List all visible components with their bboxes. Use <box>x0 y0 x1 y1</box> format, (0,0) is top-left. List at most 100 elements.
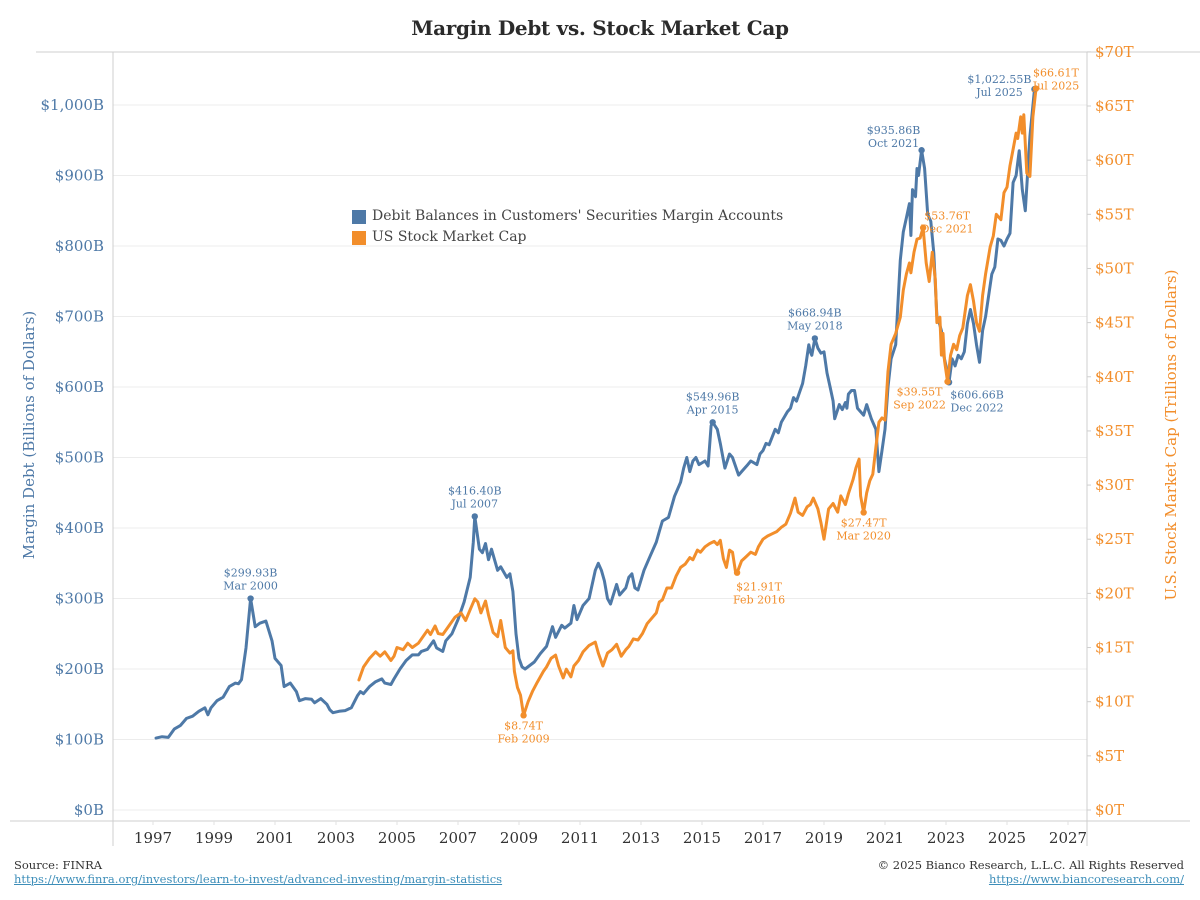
annotation-marker <box>918 147 925 154</box>
x-tick-label: 2015 <box>683 829 721 847</box>
x-tick-label: 1997 <box>134 829 172 847</box>
left-tick-label: $0B <box>74 801 104 819</box>
annotation-date: Jul 2025 <box>975 86 1023 99</box>
legend: Debit Balances in Customers' Securities … <box>352 206 783 248</box>
x-axis-ticks: 1997 1999 2001 2003 2005 2007 2009 2011 2013 2015… <box>134 821 1087 847</box>
x-tick-label: 2011 <box>561 829 599 847</box>
right-tick-label: $50T <box>1095 259 1134 277</box>
chart-title: Margin Debt vs. Stock Market Cap <box>411 16 789 40</box>
left-tick-label: $500B <box>55 449 104 467</box>
annotation-value: $299.93B <box>224 567 278 580</box>
x-tick-label: 2021 <box>866 829 904 847</box>
left-tick-label: $200B <box>55 660 104 678</box>
annotation-marker <box>520 712 527 719</box>
annotation-date: Feb 2009 <box>498 732 550 745</box>
annotation-value: $416.40B <box>448 484 502 497</box>
annotation-marker <box>733 569 741 576</box>
right-tick-label: $30T <box>1095 476 1134 494</box>
annotation-date: Dec 2021 <box>921 223 974 236</box>
source-link[interactable]: https://www.finra.org/investors/learn-to… <box>14 872 503 886</box>
right-tick-label: $65T <box>1095 97 1134 115</box>
x-tick-label: 2007 <box>439 829 477 847</box>
legend-item-margin-debt[interactable]: Debit Balances in Customers' Securities … <box>352 206 783 227</box>
site-link[interactable]: https://www.biancoresearch.com/ <box>988 872 1184 886</box>
right-tick-label: $25T <box>1095 530 1134 548</box>
annotation-value: $549.96B <box>686 390 740 403</box>
margin-debt-line <box>154 87 1036 740</box>
right-tick-label: $60T <box>1095 151 1134 169</box>
annotation-marker <box>709 419 716 426</box>
annotation-date: Mar 2000 <box>223 580 278 593</box>
annotation-value: $606.66B <box>950 388 1004 401</box>
x-tick-label: 2005 <box>378 829 416 847</box>
annotation-date: Dec 2022 <box>951 401 1004 414</box>
x-tick-label: 2025 <box>988 829 1026 847</box>
annotation-date: Jul 2025 <box>1032 80 1080 93</box>
left-tick-label: $300B <box>55 590 104 608</box>
left-tick-label: $700B <box>55 308 104 326</box>
legend-label-market-cap: US Stock Market Cap <box>372 229 527 245</box>
annotation-marker <box>1032 85 1040 92</box>
x-tick-label: 2017 <box>744 829 782 847</box>
annotation-marker <box>811 335 819 342</box>
annotation-date: Feb 2016 <box>733 594 785 607</box>
right-tick-label: $55T <box>1095 205 1134 223</box>
annotation-value: $935.86B <box>867 124 921 137</box>
right-tick-label: $20T <box>1095 584 1134 602</box>
market-cap-line <box>357 87 1038 717</box>
x-tick-label: 2023 <box>927 829 965 847</box>
series-lines <box>154 87 1038 740</box>
legend-item-market-cap[interactable]: US Stock Market Cap <box>352 227 783 248</box>
left-axis-ticks: $0B $100B $200B $300B $400B $500B $600B $700B $8… <box>40 96 104 819</box>
annotation-value: $53.76T <box>924 210 970 223</box>
annotation-value: $668.94B <box>788 306 842 319</box>
right-tick-label: $35T <box>1095 422 1134 440</box>
right-tick-label: $10T <box>1095 693 1134 711</box>
legend-swatch-margin-debt <box>352 209 366 224</box>
x-tick-label: 1999 <box>195 829 233 847</box>
left-tick-label: $400B <box>55 519 104 537</box>
x-tick-label: 2027 <box>1049 829 1087 847</box>
left-tick-label: $100B <box>55 731 104 749</box>
annotation-marker <box>944 378 951 385</box>
footer-source: Source: FINRA https://www.finra.org/inve… <box>14 858 502 886</box>
source-label: Source: FINRA <box>14 858 103 872</box>
annotation-value: $21.91T <box>736 581 782 594</box>
annotation-date: Apr 2015 <box>686 403 739 416</box>
annotation-date: May 2018 <box>787 319 843 332</box>
annotation-date: Jul 2007 <box>451 497 499 510</box>
x-tick-label: 2013 <box>622 829 660 847</box>
annotation-marker <box>919 224 927 231</box>
annotation-marker <box>471 513 478 520</box>
footer-copyright: © 2025 Bianco Research, L.L.C. All Right… <box>878 858 1184 886</box>
right-tick-label: $40T <box>1095 368 1134 386</box>
x-tick-label: 2019 <box>805 829 843 847</box>
annotation-marker <box>247 595 254 602</box>
x-tick-label: 2009 <box>500 829 538 847</box>
annotation-marker <box>860 509 867 516</box>
copyright-label: © 2025 Bianco Research, L.L.C. All Right… <box>877 858 1184 872</box>
annotation-value: $8.74T <box>504 719 543 732</box>
right-axis-title: U.S. Stock Market Cap (Trillions of Doll… <box>1162 270 1180 601</box>
annotation-date: Sep 2022 <box>893 399 946 412</box>
annotation-value: $39.55T <box>897 386 943 399</box>
legend-label-margin-debt: Debit Balances in Customers' Securities … <box>372 208 784 224</box>
left-axis-title: Margin Debt (Billions of Dollars) <box>20 311 38 560</box>
annotation-value: $27.47T <box>841 516 887 529</box>
left-tick-label: $800B <box>55 237 104 255</box>
left-tick-label: $1,000B <box>40 96 104 114</box>
left-tick-label: $900B <box>55 167 104 185</box>
left-tick-label: $600B <box>55 378 104 396</box>
x-tick-label: 2003 <box>317 829 355 847</box>
annotation-date: Mar 2020 <box>836 529 891 542</box>
annotation-date: Oct 2021 <box>868 137 919 150</box>
right-tick-label: $0T <box>1095 801 1124 819</box>
right-axis-ticks: $0T $5T $10T $15T $20T $25T $30T $35T $40T $45T $5… <box>1087 43 1134 819</box>
right-tick-label: $45T <box>1095 314 1134 332</box>
axes <box>10 51 1200 846</box>
x-tick-label: 2001 <box>256 829 294 847</box>
legend-swatch-market-cap <box>352 230 366 245</box>
annotation-value: $66.61T <box>1033 67 1079 80</box>
